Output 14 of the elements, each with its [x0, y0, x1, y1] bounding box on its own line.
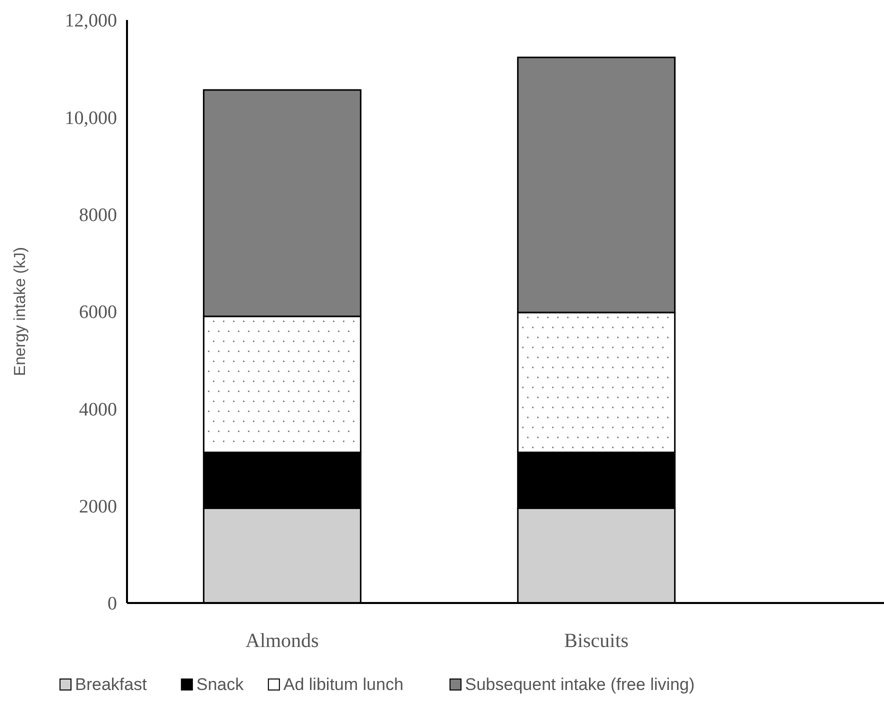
- legend-label: Breakfast: [75, 675, 148, 694]
- y-tick-label: 0: [108, 594, 117, 615]
- y-axis-title: Energy intake (kJ): [12, 247, 29, 376]
- y-tick-label: 4000: [79, 399, 117, 420]
- legend-label: Subsequent intake (free living): [465, 675, 695, 694]
- y-tick-label: 12,000: [64, 10, 117, 32]
- x-tick-label: Biscuits: [564, 630, 629, 652]
- legend-label: Snack: [196, 675, 244, 694]
- legend-label: Ad libitum lunch: [283, 675, 404, 694]
- y-tick-label: 8000: [79, 204, 117, 226]
- x-tick-label: Almonds: [246, 630, 320, 652]
- y-tick-label: 2000: [79, 496, 117, 518]
- y-tick-label: 6000: [79, 302, 117, 324]
- y-tick-label: 10,000: [64, 108, 117, 129]
